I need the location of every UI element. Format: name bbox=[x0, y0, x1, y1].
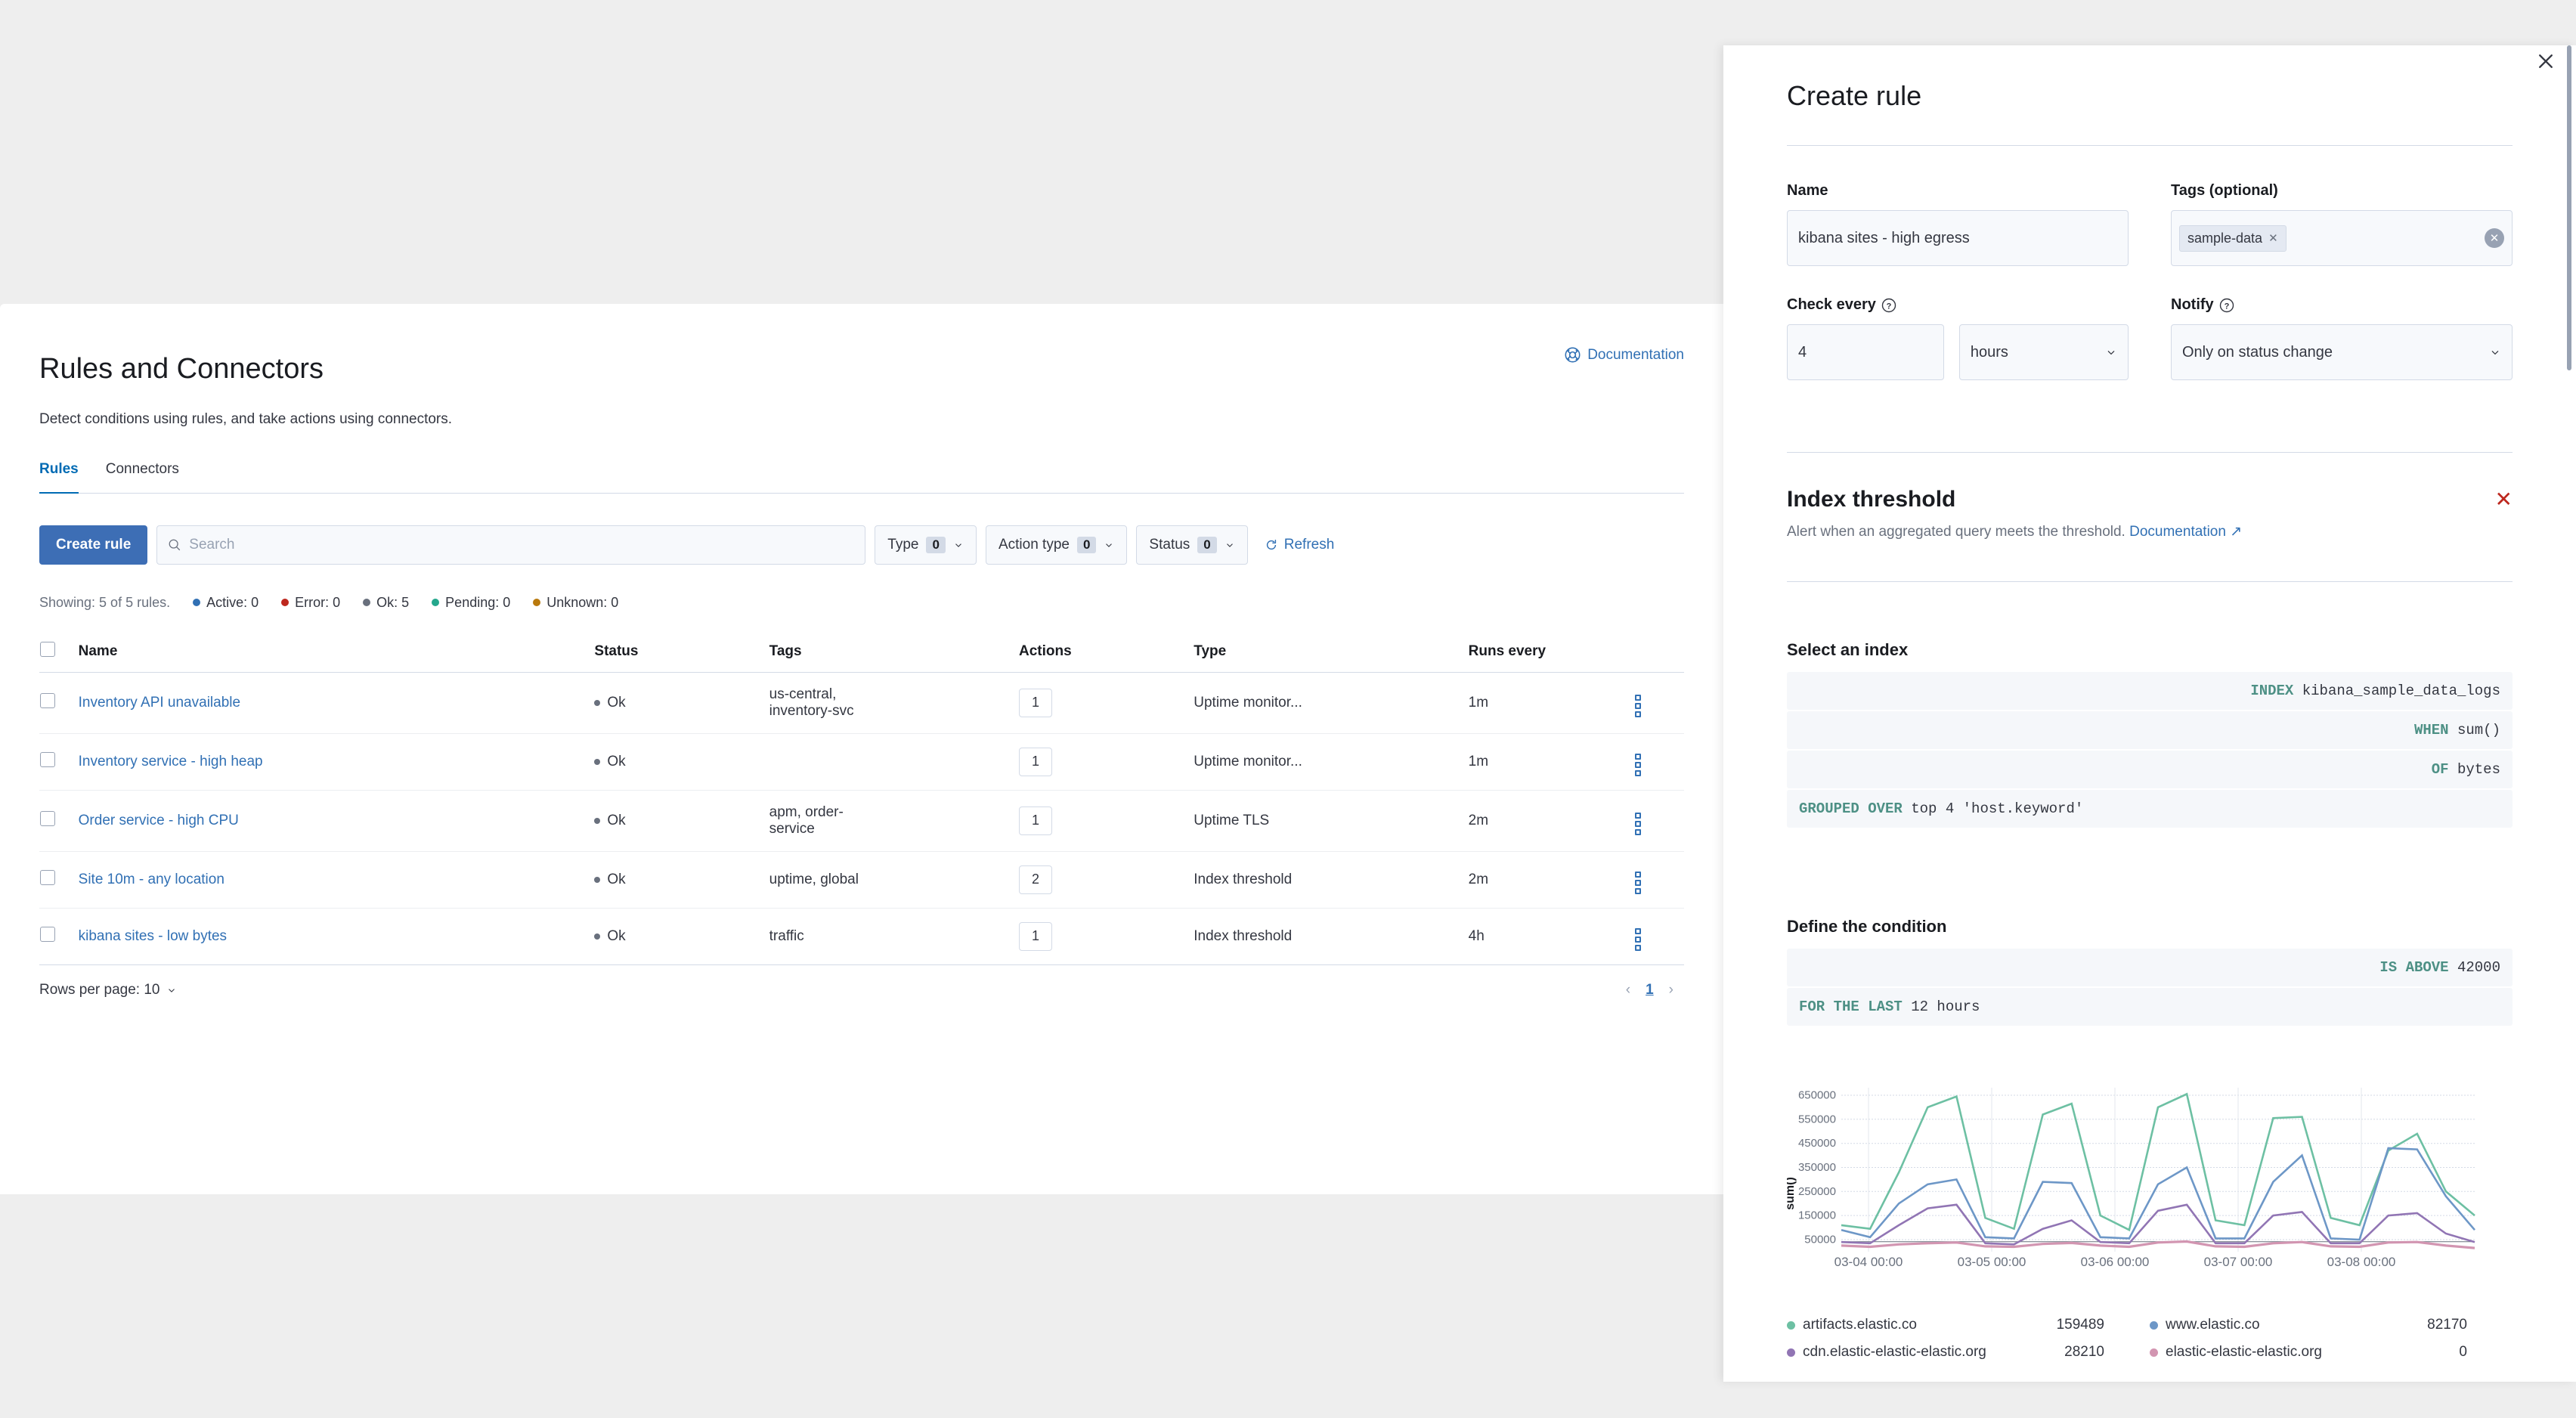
svg-text:?: ? bbox=[1887, 302, 1892, 311]
svg-text:250000: 250000 bbox=[1798, 1185, 1836, 1198]
svg-text:03-06 00:00: 03-06 00:00 bbox=[2081, 1255, 2150, 1269]
svg-text:150000: 150000 bbox=[1798, 1209, 1836, 1222]
svg-text:03-07 00:00: 03-07 00:00 bbox=[2204, 1255, 2273, 1269]
svg-text:50000: 50000 bbox=[1804, 1234, 1836, 1246]
svg-text:03-08 00:00: 03-08 00:00 bbox=[2327, 1255, 2396, 1269]
svg-text:03-05 00:00: 03-05 00:00 bbox=[1958, 1255, 2026, 1269]
svg-text:450000: 450000 bbox=[1798, 1137, 1836, 1150]
svg-text:sum(): sum() bbox=[1787, 1177, 1797, 1210]
svg-text:?: ? bbox=[2224, 302, 2229, 311]
svg-text:03-04 00:00: 03-04 00:00 bbox=[1834, 1255, 1903, 1269]
svg-text:350000: 350000 bbox=[1798, 1161, 1836, 1174]
svg-text:650000: 650000 bbox=[1798, 1089, 1836, 1102]
svg-text:550000: 550000 bbox=[1798, 1113, 1836, 1125]
